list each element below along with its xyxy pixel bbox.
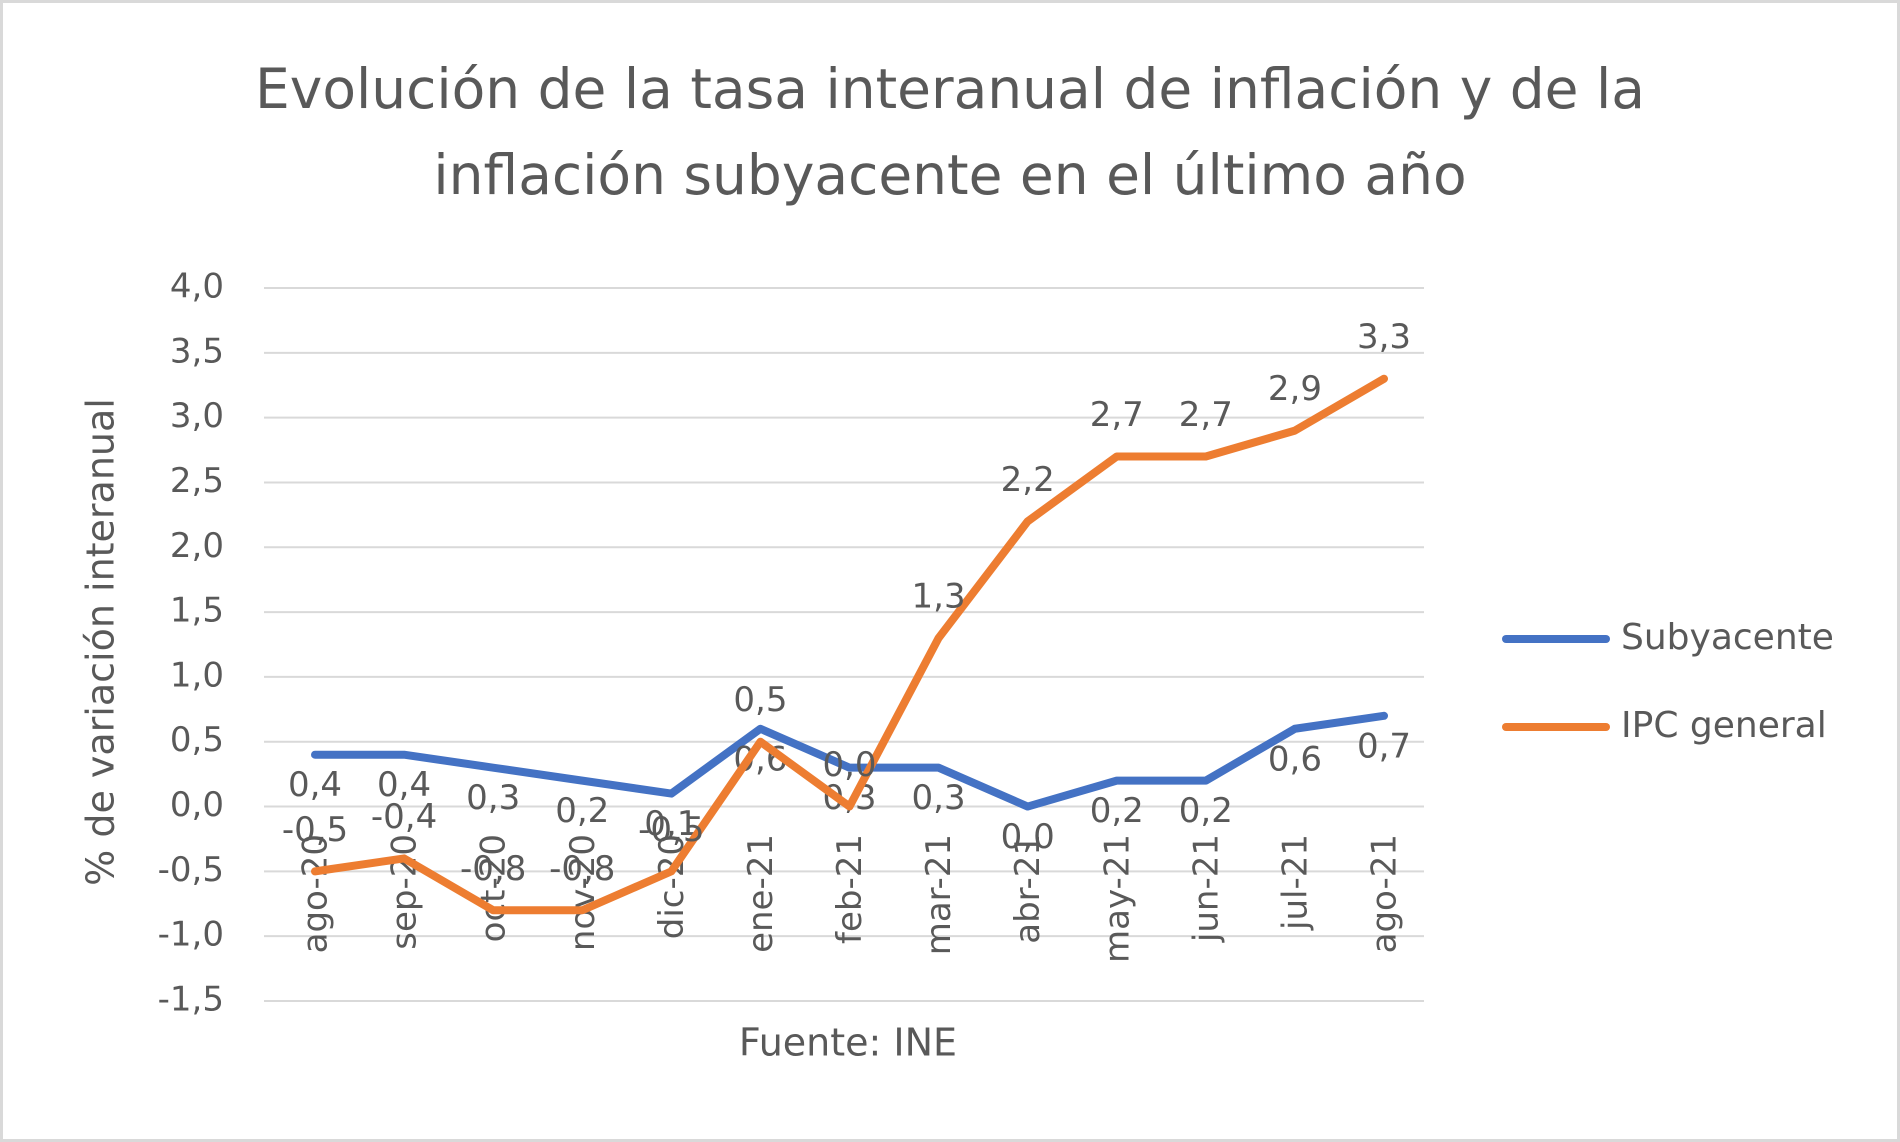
y-tick-label: 1,5	[170, 591, 224, 631]
data-label: -0,8	[549, 849, 615, 889]
x-tick-label: abr-21	[1008, 834, 1048, 944]
data-label: 0,4	[377, 765, 431, 805]
data-label: 0,0	[822, 745, 876, 785]
y-tick-label: 1,0	[170, 655, 224, 695]
x-tick-label: may-21	[1097, 834, 1137, 963]
data-label: 0,2	[555, 791, 609, 831]
x-tick-label: oct-20	[474, 834, 514, 942]
y-tick-label: 2,5	[170, 461, 224, 501]
data-label: 0,7	[1357, 726, 1411, 766]
x-tick-label: jul-21	[1275, 834, 1315, 931]
y-tick-label: 3,0	[170, 396, 224, 436]
x-tick-label: ene-21	[741, 834, 781, 953]
legend-label: Subyacente	[1621, 617, 1834, 658]
x-tick-label: nov-20	[563, 834, 603, 951]
x-tick-label: feb-21	[830, 834, 870, 944]
data-label: 2,2	[1001, 460, 1055, 500]
series-line	[311, 711, 1388, 811]
data-label: 2,7	[1090, 395, 1144, 435]
y-tick-label: 0,0	[170, 785, 224, 825]
data-label: -0,8	[460, 849, 526, 889]
data-label: 2,7	[1179, 395, 1233, 435]
x-tick-label: ago-20	[296, 834, 336, 953]
data-label: 0,3	[466, 778, 520, 818]
data-label: -0,5	[282, 810, 348, 850]
series-line	[311, 374, 1388, 915]
x-tick-label: ago-21	[1365, 834, 1405, 953]
legend-label: IPC general	[1621, 705, 1827, 746]
data-label: 0,2	[1179, 791, 1233, 831]
data-label: 0,5	[733, 680, 787, 720]
data-label: 1,3	[912, 577, 966, 617]
x-tick-label: sep-20	[385, 834, 425, 950]
x-tick-label: mar-21	[919, 834, 959, 955]
data-label: 0,0	[1001, 817, 1055, 857]
data-label: 2,9	[1268, 369, 1322, 409]
data-label: 0,1	[644, 804, 698, 844]
x-axis-label: Fuente: INE	[739, 1021, 957, 1065]
data-label: 3,3	[1357, 317, 1411, 357]
y-tick-label: 4,0	[170, 267, 224, 307]
y-tick-label: 0,5	[170, 720, 224, 760]
y-tick-label: 3,5	[170, 331, 224, 371]
x-tick-label: jun-21	[1186, 834, 1226, 943]
y-tick-label: -1,0	[158, 915, 224, 955]
data-label: -0,4	[371, 797, 437, 837]
data-label: 0,2	[1090, 791, 1144, 831]
y-axis-label: % de variación interanual	[79, 398, 123, 886]
y-tick-label: -1,5	[158, 980, 224, 1020]
chart-title: Evolución de la tasa interanual de infla…	[255, 57, 1645, 121]
data-label: 0,4	[288, 765, 342, 805]
data-label: -0,5	[638, 810, 704, 850]
data-label: 0,3	[912, 778, 966, 818]
y-tick-label: -0,5	[158, 850, 224, 890]
chart-title: inflación subyacente en el último año	[433, 143, 1466, 207]
y-tick-label: 2,0	[170, 526, 224, 566]
data-label: 0,6	[1268, 739, 1322, 779]
